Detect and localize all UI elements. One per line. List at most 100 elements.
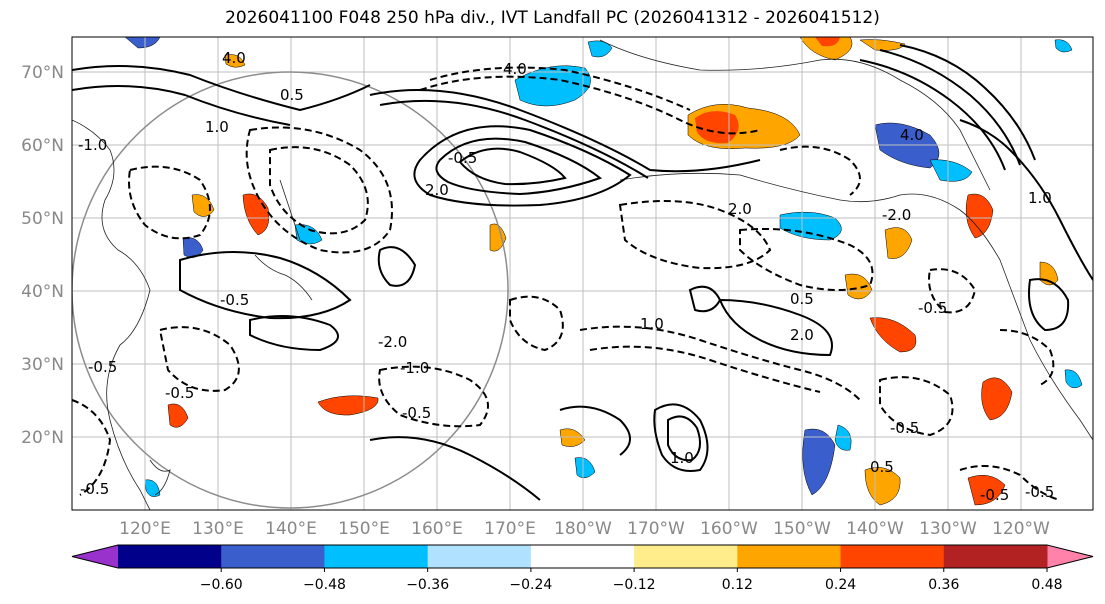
shade-positive bbox=[844, 273, 873, 300]
lon-tick-label: 130°E bbox=[192, 519, 244, 539]
colorbar-level-label: 0.36 bbox=[928, 577, 959, 593]
contour-label: -0.5 bbox=[448, 149, 477, 167]
shade-negative bbox=[587, 40, 613, 58]
contour-label: -0.5 bbox=[88, 358, 117, 376]
lon-tick-label: 180°W bbox=[554, 519, 612, 539]
contours-negative bbox=[72, 66, 1061, 501]
colorbar-segment bbox=[840, 545, 945, 568]
shade-strong-positive bbox=[695, 111, 739, 144]
lon-labels: 120°E 130°E 140°E 150°E 160°E 170°E 180°… bbox=[119, 519, 1050, 539]
contour-label: 1.0 bbox=[1028, 189, 1052, 207]
colorbar-segment bbox=[221, 545, 325, 568]
contours-positive bbox=[72, 44, 1093, 501]
colorbar-outline bbox=[71, 544, 1094, 569]
contour-label: -1.0 bbox=[400, 359, 429, 377]
lat-tick-label: 60°N bbox=[21, 136, 64, 156]
colorbar-segment bbox=[118, 545, 222, 568]
colorbar-segment bbox=[943, 545, 1048, 568]
colorbar-segment bbox=[324, 545, 429, 568]
contour-label: -0.5 bbox=[220, 291, 249, 309]
lon-tick-label: 150°E bbox=[338, 519, 390, 539]
map-frame bbox=[71, 36, 1094, 511]
shading-layer bbox=[124, 37, 1083, 506]
contour-label: -0.5 bbox=[1025, 483, 1054, 501]
contour-label: -0.5 bbox=[918, 299, 947, 317]
colorbar-ticks bbox=[220, 568, 1048, 572]
contour-label: 0.5 bbox=[280, 86, 304, 104]
shade-positive bbox=[981, 377, 1013, 421]
lat-tick-label: 40°N bbox=[21, 282, 64, 302]
contour-label: -2.0 bbox=[882, 206, 911, 224]
contour-label: -0.5 bbox=[890, 419, 919, 437]
lon-tick-label: 170°E bbox=[484, 519, 536, 539]
lon-tick-label: 120°W bbox=[992, 519, 1050, 539]
lat-tick-label: 20°N bbox=[21, 428, 64, 448]
lon-tick-label: 140°E bbox=[265, 519, 317, 539]
contour-label: 2.0 bbox=[728, 200, 752, 218]
shade-negative bbox=[779, 211, 842, 241]
colorbar-level-label: 0.24 bbox=[825, 577, 856, 593]
colorbar-segment bbox=[634, 545, 738, 568]
contour-label: 4.0 bbox=[900, 126, 924, 144]
contour-label: -0.5 bbox=[165, 384, 194, 402]
lon-tick-label: 160°W bbox=[700, 519, 758, 539]
contour-label: 1.0 bbox=[640, 315, 664, 333]
lon-tick-label: 150°W bbox=[773, 519, 831, 539]
colorbar-extend-max bbox=[1047, 545, 1093, 568]
colorbar-segment bbox=[530, 545, 635, 568]
shade-positive bbox=[884, 227, 913, 259]
contour-labels: 4.0 4.0 -0.5 1.0 -1.0 2.0 -0.5 1.0 -2.0 … bbox=[78, 49, 1054, 504]
shade-positive bbox=[559, 428, 586, 447]
distance-ring bbox=[72, 71, 509, 509]
shade-positive bbox=[815, 37, 840, 47]
shade-positive bbox=[224, 54, 246, 68]
lat-labels: 70°N 60°N 50°N 40°N 30°N 20°N bbox=[21, 63, 64, 448]
coastlines bbox=[72, 39, 1093, 510]
shade-negative bbox=[1054, 39, 1073, 53]
shade-negative bbox=[514, 65, 591, 107]
contour-label: 1.0 bbox=[205, 118, 229, 136]
colorbar-segment bbox=[737, 545, 842, 568]
colorbar-level-label: −0.36 bbox=[406, 577, 449, 593]
colorbar-segment bbox=[427, 545, 532, 568]
colorbar-labels: −0.60 −0.48 −0.36 −0.24 −0.12 0.12 0.24 0.36 0.4… bbox=[200, 577, 1063, 593]
shade-negative bbox=[144, 479, 161, 497]
contour-label: 2.0 bbox=[790, 326, 814, 344]
lat-tick-label: 70°N bbox=[21, 63, 64, 83]
contour-label: -0.5 bbox=[980, 486, 1009, 504]
shade-positive bbox=[799, 37, 853, 61]
colorbar-level-label: −0.48 bbox=[303, 577, 346, 593]
lon-tick-label: 140°W bbox=[846, 519, 904, 539]
contour-label: 1.0 bbox=[670, 449, 694, 467]
shade-negative bbox=[1064, 369, 1083, 389]
contour-label: -0.5 bbox=[80, 480, 109, 498]
contour-label: 4.0 bbox=[222, 49, 246, 67]
lon-tick-label: 170°W bbox=[627, 519, 685, 539]
colorbar-level-label: −0.24 bbox=[509, 577, 552, 593]
contour-label: 4.0 bbox=[503, 60, 527, 78]
contour-label: 0.5 bbox=[870, 458, 894, 476]
shade-negative bbox=[802, 428, 836, 496]
shade-negative bbox=[929, 159, 973, 182]
colorbar-level-label: 0.12 bbox=[722, 577, 753, 593]
shade-positive bbox=[317, 395, 379, 416]
colorbar-level-label: −0.60 bbox=[200, 577, 243, 593]
shade-positive bbox=[167, 403, 189, 428]
shade-positive bbox=[967, 474, 1006, 506]
shade-positive bbox=[489, 223, 507, 252]
contour-label: 0.5 bbox=[790, 290, 814, 308]
map-title: 2026041100 F048 250 hPa div., IVT Landfa… bbox=[225, 8, 880, 28]
shade-positive bbox=[869, 317, 917, 353]
contour-label: -1.0 bbox=[78, 136, 107, 154]
lon-tick-label: 130°W bbox=[919, 519, 977, 539]
lon-tick-label: 160°E bbox=[411, 519, 463, 539]
shade-positive bbox=[864, 467, 901, 506]
contour-label: -2.0 bbox=[378, 333, 407, 351]
contour-label: -0.5 bbox=[402, 404, 431, 422]
lat-tick-label: 50°N bbox=[21, 209, 64, 229]
colorbar-extend-min bbox=[72, 545, 118, 568]
colorbar: −0.60 −0.48 −0.36 −0.24 −0.12 0.12 0.24 0.36 0.4… bbox=[71, 544, 1094, 593]
colorbar-level-label: 0.48 bbox=[1031, 577, 1062, 593]
lon-tick-label: 120°E bbox=[119, 519, 171, 539]
